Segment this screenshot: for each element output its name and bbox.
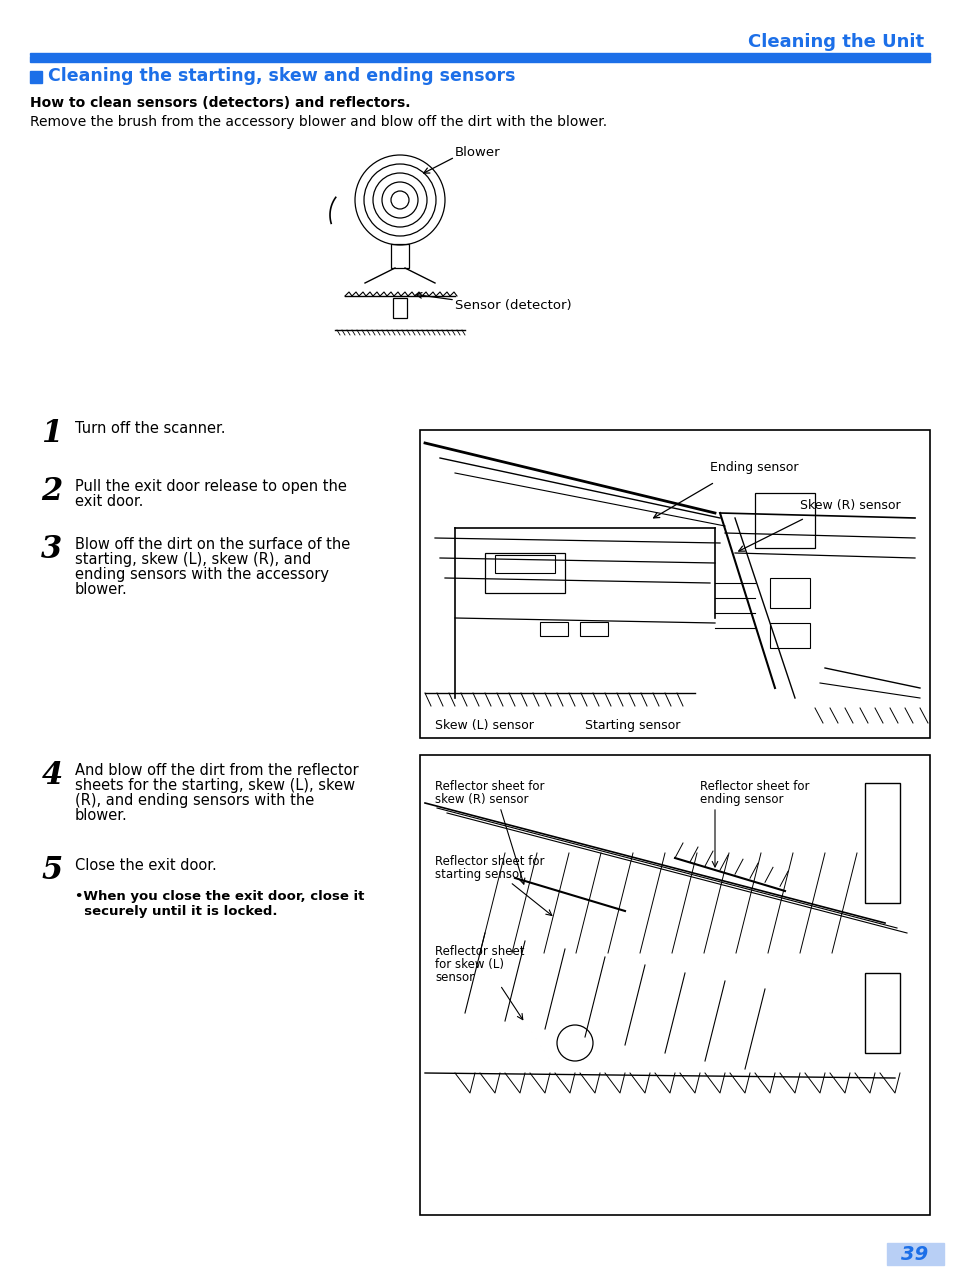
Bar xyxy=(393,298,407,318)
Bar xyxy=(30,56,929,62)
Bar xyxy=(769,578,809,608)
Text: securely until it is locked.: securely until it is locked. xyxy=(75,905,277,919)
Text: 2: 2 xyxy=(41,476,63,507)
Text: 3: 3 xyxy=(41,534,63,564)
Text: starting, skew (L), skew (R), and: starting, skew (L), skew (R), and xyxy=(75,552,311,567)
Text: Skew (R) sensor: Skew (R) sensor xyxy=(800,498,900,511)
Bar xyxy=(886,1243,943,1265)
Text: Sensor (detector): Sensor (detector) xyxy=(455,298,571,312)
Bar xyxy=(539,622,567,636)
Bar xyxy=(484,553,564,592)
Text: ending sensors with the accessory: ending sensors with the accessory xyxy=(75,567,329,582)
Text: Skew (L) sensor: Skew (L) sensor xyxy=(435,720,534,733)
Text: Reflector sheet: Reflector sheet xyxy=(435,945,524,958)
Text: blower.: blower. xyxy=(75,582,128,598)
Text: Starting sensor: Starting sensor xyxy=(584,720,679,733)
Bar xyxy=(864,784,899,903)
Bar xyxy=(495,555,555,573)
Text: •When you close the exit door, close it: •When you close the exit door, close it xyxy=(75,891,364,903)
Text: 1: 1 xyxy=(41,418,63,448)
Bar xyxy=(579,622,607,636)
Text: Blow off the dirt on the surface of the: Blow off the dirt on the surface of the xyxy=(75,538,350,552)
Text: How to clean sensors (detectors) and reflectors.: How to clean sensors (detectors) and ref… xyxy=(30,96,410,110)
Bar xyxy=(419,755,929,1215)
Text: for skew (L): for skew (L) xyxy=(435,958,503,971)
Text: 4: 4 xyxy=(41,761,63,791)
Text: sensor: sensor xyxy=(435,971,474,984)
Text: Pull the exit door release to open the: Pull the exit door release to open the xyxy=(75,479,347,494)
Text: Reflector sheet for: Reflector sheet for xyxy=(435,855,544,868)
Text: blower.: blower. xyxy=(75,808,128,823)
Text: skew (R) sensor: skew (R) sensor xyxy=(435,792,528,806)
Bar xyxy=(30,71,42,83)
Text: Close the exit door.: Close the exit door. xyxy=(75,857,216,873)
Text: starting sensor: starting sensor xyxy=(435,868,523,882)
Bar xyxy=(30,52,929,55)
Text: Remove the brush from the accessory blower and blow off the dirt with the blower: Remove the brush from the accessory blow… xyxy=(30,115,606,129)
Bar xyxy=(754,493,814,548)
Bar xyxy=(419,431,929,738)
Text: ending sensor: ending sensor xyxy=(700,792,782,806)
Text: 5: 5 xyxy=(41,855,63,885)
Bar xyxy=(864,973,899,1054)
Bar xyxy=(391,245,409,268)
Text: sheets for the starting, skew (L), skew: sheets for the starting, skew (L), skew xyxy=(75,778,355,792)
Text: exit door.: exit door. xyxy=(75,494,143,510)
Text: And blow off the dirt from the reflector: And blow off the dirt from the reflector xyxy=(75,763,358,778)
Text: Reflector sheet for: Reflector sheet for xyxy=(700,780,809,792)
Text: 39: 39 xyxy=(901,1245,927,1264)
Bar xyxy=(769,623,809,648)
Text: Ending sensor: Ending sensor xyxy=(709,461,798,474)
Text: Cleaning the Unit: Cleaning the Unit xyxy=(747,33,923,51)
Text: Reflector sheet for: Reflector sheet for xyxy=(435,780,544,792)
Text: Blower: Blower xyxy=(455,145,500,158)
Text: Cleaning the starting, skew and ending sensors: Cleaning the starting, skew and ending s… xyxy=(48,68,515,85)
Text: (R), and ending sensors with the: (R), and ending sensors with the xyxy=(75,792,314,808)
Text: Turn off the scanner.: Turn off the scanner. xyxy=(75,420,225,436)
